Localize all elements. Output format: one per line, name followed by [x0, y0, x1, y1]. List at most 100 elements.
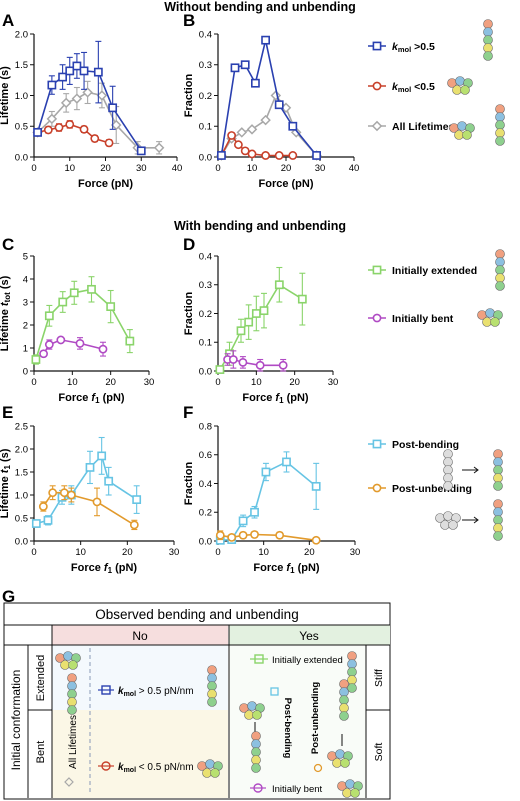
x-tick-label: 40 — [172, 163, 183, 174]
data-point-orange — [275, 530, 285, 540]
molecule-extended-icon — [493, 449, 503, 491]
y-tick-label: 3 — [23, 297, 28, 308]
y-tick-label: 0.3 — [199, 60, 212, 71]
x-tick-label: 30 — [315, 163, 326, 174]
data-point-red — [79, 124, 89, 134]
data-point-blue — [217, 151, 226, 160]
table-initially-bent: Initially bent — [272, 784, 323, 795]
y-tick-label: 0.3 — [199, 280, 212, 291]
table-col-no: No — [132, 629, 148, 643]
x-tick-label: 0 — [31, 547, 36, 558]
y-tick-label: 1.0 — [15, 490, 28, 501]
table-title: Observed bending and unbending — [95, 607, 298, 622]
y-axis-label: Fraction — [183, 74, 195, 118]
legend-marker-purple — [372, 313, 382, 323]
legend-label: Initially bent — [392, 313, 454, 325]
legend-row-1: kmol >0.5 kmol <0.5 All Lifetimes — [368, 41, 455, 133]
x-tick-label: 30 — [136, 163, 147, 174]
data-point-purple — [75, 338, 85, 348]
data-point-red — [65, 120, 75, 129]
x-tick-label: 10 — [258, 547, 269, 558]
y-tick-label: 0.2 — [199, 508, 212, 519]
orange-circle-marker — [313, 763, 323, 773]
data-point-green — [251, 309, 261, 318]
y-tick-label: 0.8 — [199, 421, 212, 432]
y-tick-label: 2.5 — [15, 421, 28, 432]
x-tick-label: 20 — [289, 377, 300, 388]
chart-panel-a: 0 10 20 30 40 0.0 0.5 1.0 1.5 2.0 Lifetime (s) Forc… — [0, 29, 182, 190]
y-tick-label: 2.0 — [15, 444, 28, 455]
data-point-green — [31, 355, 41, 364]
data-point-blue — [261, 35, 270, 45]
molecule-extended-icon — [67, 673, 77, 715]
data-point-red — [54, 123, 64, 132]
data-point-blue — [47, 80, 57, 90]
molecule-extended-icon — [483, 19, 493, 61]
data-point-grey — [60, 97, 72, 109]
data-point-orange — [227, 533, 237, 542]
table-kmol-high: kmol > 0.5 pN/nm — [118, 686, 194, 698]
yes-header-bg — [229, 625, 390, 645]
molecule-bent-icon — [477, 308, 503, 327]
data-point-grey — [46, 113, 58, 125]
legend-row-2: Initially extended Initially bent — [368, 265, 477, 325]
y-tick-label: 0.2 — [199, 309, 212, 320]
y-tick-label: 1.5 — [15, 467, 28, 478]
data-point-orange — [92, 497, 102, 507]
data-point-orange — [238, 530, 248, 540]
data-point-cyan — [311, 481, 321, 491]
x-tick-label: 0 — [31, 163, 36, 174]
molecule-extended-icon — [495, 104, 505, 146]
table-row-soft: Soft — [373, 743, 385, 762]
data-point-green — [106, 302, 116, 311]
panel-letter-g: G — [2, 587, 15, 606]
x-tick-label: 0 — [215, 163, 220, 174]
x-tick-label: 10 — [67, 377, 78, 388]
table-kmol-low: kmol < 0.5 pN/nm — [118, 762, 194, 774]
table-all-lifetimes-label: All Lifetimes — [68, 715, 79, 769]
data-point-blue — [33, 128, 42, 137]
data-point-purple — [255, 360, 265, 370]
data-point-red — [240, 146, 250, 156]
arrow-right-icon — [462, 466, 479, 474]
data-point-green — [274, 280, 284, 290]
legend-marker-green — [372, 265, 382, 275]
data-point-cyan — [43, 515, 53, 525]
data-point-cyan — [282, 457, 291, 467]
data-point-green — [215, 365, 225, 374]
x-axis-label: Force f1 (pN) — [253, 562, 320, 575]
legend-label: kmol <0.5 — [392, 81, 435, 94]
data-point-grey — [71, 93, 83, 104]
data-point-grey — [82, 87, 93, 98]
data-point-grey — [236, 127, 248, 138]
panel-letter-f: F — [183, 403, 193, 422]
y-axis-label: Lifetime t1 (s) — [0, 448, 12, 518]
panel-letter-e: E — [2, 403, 13, 422]
x-tick-label: 30 — [350, 547, 361, 558]
data-point-grey — [260, 114, 271, 126]
data-point-cyan — [31, 519, 41, 528]
molecule-bent-icon — [447, 76, 473, 95]
data-point-blue — [240, 60, 250, 70]
no-header-bg — [52, 625, 228, 645]
chart-panel-b: 0 10 20 30 40 0.0 0.1 0.2 0.3 0.4 Fraction Force (p… — [183, 29, 359, 190]
data-point-red — [227, 131, 236, 140]
x-axis-label: Force f1 (pN) — [58, 392, 125, 405]
x-tick-label: 0 — [215, 547, 220, 558]
x-tick-label: 20 — [281, 163, 292, 174]
data-point-green — [58, 297, 68, 307]
data-point-orange — [59, 488, 69, 498]
data-point-cyan — [132, 495, 142, 504]
data-point-blue — [79, 66, 89, 76]
molecule-extended-icon — [339, 679, 349, 721]
y-tick-label: 4 — [23, 274, 28, 285]
data-point-grey — [96, 90, 108, 101]
data-point-cyan — [250, 507, 259, 517]
data-point-blue — [93, 67, 103, 77]
x-tick-label: 30 — [169, 547, 180, 558]
data-point-blue — [136, 146, 146, 156]
table-col-yes: Yes — [299, 629, 319, 643]
panel-letter-a: A — [2, 11, 14, 30]
y-tick-label: 5 — [23, 251, 28, 262]
data-point-blue — [108, 103, 118, 113]
